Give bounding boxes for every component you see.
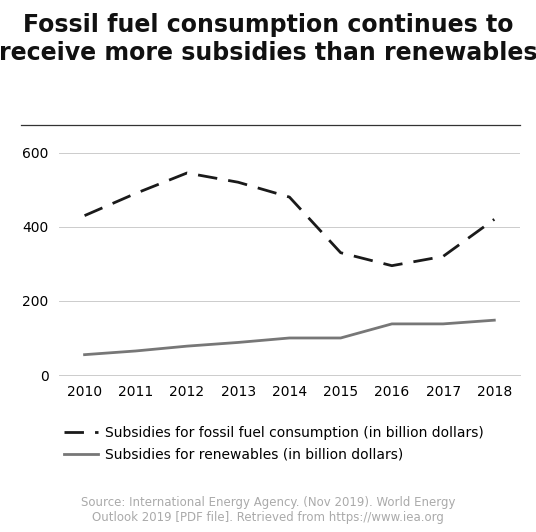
Legend: Subsidies for fossil fuel consumption (in billion dollars), Subsidies for renewa: Subsidies for fossil fuel consumption (i…	[64, 426, 484, 462]
Text: Source: International Energy Agency. (Nov 2019). World Energy
Outlook 2019 [PDF : Source: International Energy Agency. (No…	[81, 496, 455, 524]
Text: Fossil fuel consumption continues to
receive more subsidies than renewables: Fossil fuel consumption continues to rec…	[0, 13, 536, 65]
